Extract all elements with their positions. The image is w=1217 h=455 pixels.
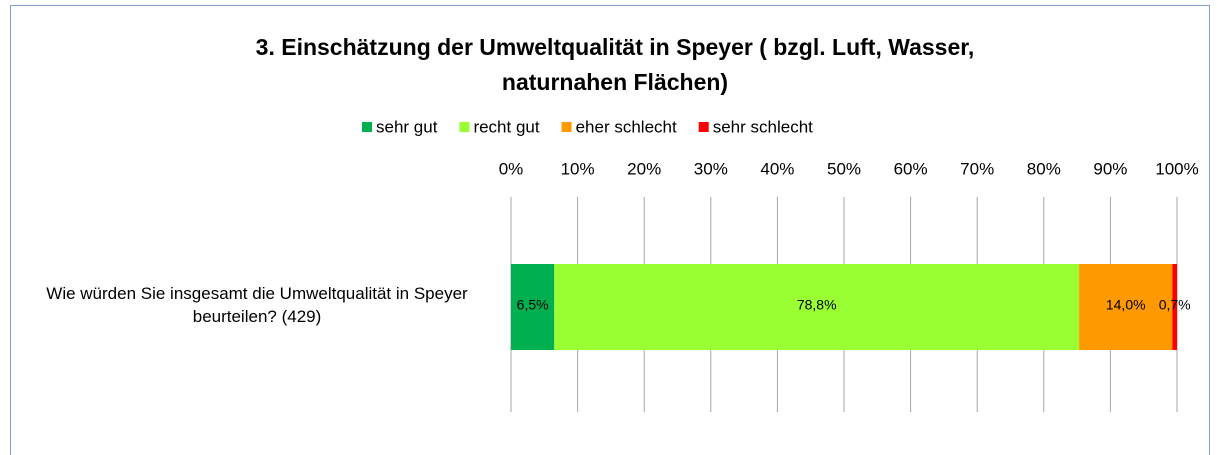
legend-label: sehr schlecht xyxy=(713,117,813,136)
frame xyxy=(10,5,1210,455)
legend-label: sehr gut xyxy=(376,117,438,136)
data-label: 78,8% xyxy=(797,297,837,313)
x-tick-label: 50% xyxy=(827,159,861,178)
x-tick-label: 100% xyxy=(1155,159,1198,178)
x-tick-label: 10% xyxy=(561,159,595,178)
bar-segment xyxy=(554,264,1080,350)
legend-swatch xyxy=(561,122,572,132)
data-label: 14,0% xyxy=(1106,297,1146,313)
x-tick-label: 40% xyxy=(760,159,794,178)
bar-segment xyxy=(1172,264,1177,350)
bar-segment xyxy=(1079,264,1173,350)
legend-swatch xyxy=(459,122,470,132)
x-tick-label: 30% xyxy=(694,159,728,178)
legend-label: recht gut xyxy=(473,117,539,136)
x-tick-label: 70% xyxy=(960,159,994,178)
data-label: 6,5% xyxy=(517,297,549,313)
legend-swatch xyxy=(362,122,372,132)
x-tick-label: 90% xyxy=(1093,159,1127,178)
data-label: 0,7% xyxy=(1159,297,1191,313)
x-tick-label: 20% xyxy=(627,159,661,178)
legend-label: eher schlecht xyxy=(576,117,677,136)
x-tick-label: 60% xyxy=(894,159,928,178)
chart-title: 3. Einschätzung der Umweltqualität in Sp… xyxy=(255,34,975,95)
x-tick-label: 0% xyxy=(499,159,524,178)
x-tick-label: 80% xyxy=(1027,159,1061,178)
legend-swatch xyxy=(698,122,709,132)
bar-segment xyxy=(511,264,555,350)
category-label: Wie würden Sie insgesamt die Umweltquali… xyxy=(46,284,468,326)
